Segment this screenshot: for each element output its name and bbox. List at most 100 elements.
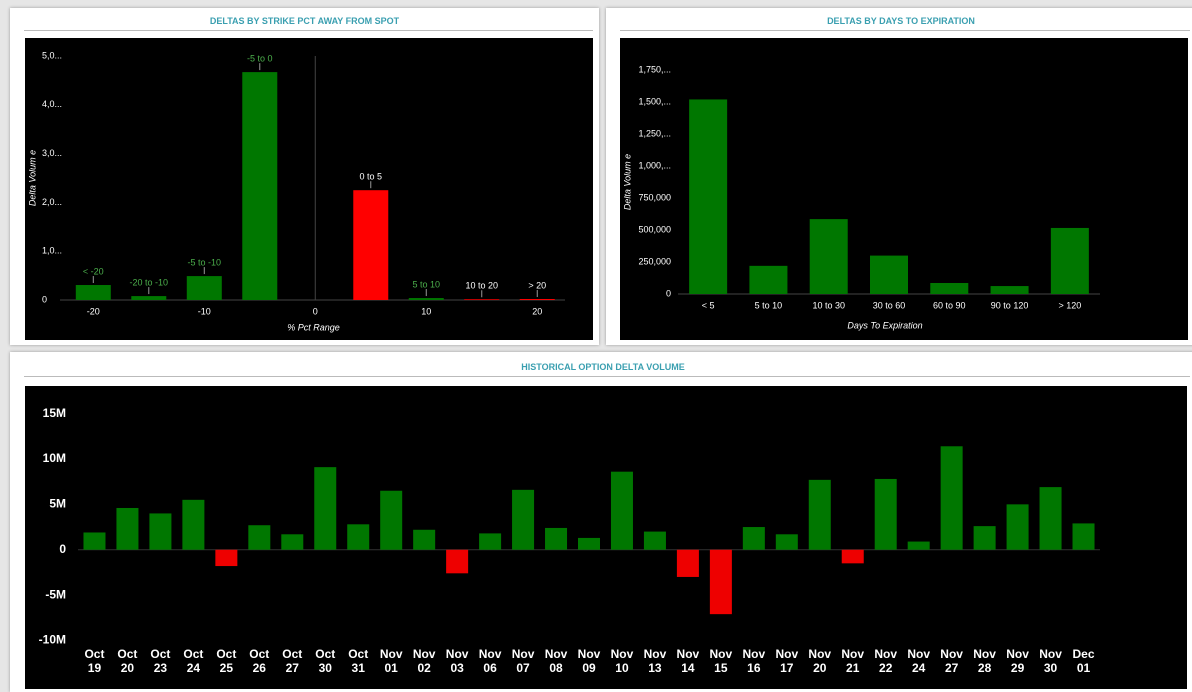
x-tick-label: Nov 20 bbox=[808, 647, 832, 675]
bar bbox=[907, 541, 930, 550]
bar bbox=[545, 527, 568, 550]
y-tick-label: 1,0... bbox=[42, 246, 62, 256]
x-tick-label: 30 to 60 bbox=[873, 300, 906, 310]
bar bbox=[676, 549, 699, 577]
bar bbox=[512, 489, 535, 550]
x-tick-label: Nov 29 bbox=[1006, 647, 1029, 675]
bar-label: -5 to -10 bbox=[188, 257, 222, 267]
bar bbox=[464, 299, 500, 300]
y-tick-label: 5,0... bbox=[42, 50, 62, 60]
rule bbox=[24, 30, 593, 31]
y-tick-label: 0 bbox=[59, 542, 66, 556]
bar bbox=[131, 296, 167, 300]
bar bbox=[610, 471, 633, 550]
bar bbox=[353, 190, 389, 300]
x-tick-label: Nov 17 bbox=[775, 647, 799, 675]
x-tick-label: Nov 16 bbox=[742, 647, 766, 675]
bar bbox=[314, 467, 337, 550]
x-tick-label: 90 to 120 bbox=[991, 300, 1029, 310]
bar bbox=[808, 479, 831, 550]
y-axis-title: Delta Volum e bbox=[27, 150, 37, 206]
bar bbox=[186, 276, 222, 300]
x-tick-label: 10 bbox=[421, 306, 431, 316]
bar bbox=[809, 219, 848, 294]
x-tick-label: Oct 24 bbox=[183, 647, 204, 675]
x-axis-title: Days To Expiration bbox=[847, 320, 922, 330]
y-tick-label: 2,0... bbox=[42, 197, 62, 207]
y-tick-label: 750,000 bbox=[638, 192, 671, 202]
x-tick-label: Nov 10 bbox=[610, 647, 634, 675]
x-tick-label: Nov 02 bbox=[412, 647, 436, 675]
y-tick-label: 1,500,... bbox=[638, 96, 671, 106]
bar bbox=[940, 446, 963, 550]
bar bbox=[1072, 523, 1095, 550]
bar-label: 5 to 10 bbox=[412, 279, 440, 289]
y-tick-label: 4,0... bbox=[42, 99, 62, 109]
x-tick-label: Nov 27 bbox=[940, 647, 963, 675]
bar bbox=[380, 490, 403, 550]
x-tick-label: Oct 31 bbox=[348, 647, 369, 675]
y-tick-label: -10M bbox=[39, 633, 66, 647]
bar bbox=[775, 534, 798, 550]
bar bbox=[749, 265, 788, 294]
y-tick-label: 1,250,... bbox=[638, 128, 671, 138]
bar bbox=[990, 286, 1029, 294]
bar bbox=[149, 513, 172, 550]
x-tick-label: Nov 13 bbox=[643, 647, 667, 675]
x-tick-label: Nov 03 bbox=[445, 647, 469, 675]
x-tick-label: 10 to 30 bbox=[812, 300, 845, 310]
bar bbox=[347, 524, 370, 550]
x-tick-label: 20 bbox=[532, 306, 542, 316]
x-tick-label: Nov 28 bbox=[973, 647, 996, 675]
y-tick-label: 1,750,... bbox=[638, 64, 671, 74]
bar-label: > 20 bbox=[528, 280, 546, 290]
x-tick-label: Nov 08 bbox=[544, 647, 568, 675]
y-tick-label: 500,000 bbox=[638, 224, 671, 234]
bar bbox=[578, 537, 600, 550]
y-tick-label: 1,000,... bbox=[638, 160, 671, 170]
bar bbox=[874, 478, 897, 550]
bar-label: -20 to -10 bbox=[130, 277, 169, 287]
x-tick-label: Nov 01 bbox=[379, 647, 403, 675]
bar bbox=[446, 549, 469, 574]
bar bbox=[242, 72, 278, 300]
x-tick-label: Oct 26 bbox=[249, 647, 270, 675]
x-tick-label: Oct 23 bbox=[150, 647, 171, 675]
panel-title: DELTAS BY STRIKE PCT AWAY FROM SPOT bbox=[209, 16, 400, 26]
x-tick-label: Nov 22 bbox=[874, 647, 898, 675]
x-tick-label: 5 to 10 bbox=[755, 300, 783, 310]
bar bbox=[1039, 487, 1062, 550]
bar bbox=[248, 525, 271, 550]
x-tick-label: Oct 20 bbox=[117, 647, 138, 675]
x-tick-label: -10 bbox=[198, 306, 211, 316]
y-tick-label: 0 bbox=[666, 288, 671, 298]
bar bbox=[709, 549, 732, 615]
bar bbox=[75, 285, 111, 300]
x-tick-label: Nov 21 bbox=[841, 647, 865, 675]
y-axis-title: Delta Volum e bbox=[622, 154, 632, 210]
x-axis-title: % Pct Range bbox=[287, 322, 340, 332]
bar bbox=[689, 99, 728, 294]
bar bbox=[215, 549, 238, 567]
x-tick-label: Nov 14 bbox=[676, 647, 700, 675]
y-tick-label: 0 bbox=[42, 294, 47, 304]
bar bbox=[116, 507, 139, 550]
bar bbox=[1050, 227, 1089, 294]
plot-bg bbox=[25, 38, 593, 340]
panel-title: HISTORICAL OPTION DELTA VOLUME bbox=[521, 362, 685, 372]
rule bbox=[24, 376, 1190, 377]
y-tick-label: -5M bbox=[45, 587, 66, 601]
x-tick-label: Nov 09 bbox=[577, 647, 601, 675]
bar bbox=[182, 499, 205, 550]
x-tick-label: Oct 27 bbox=[282, 647, 303, 675]
bar bbox=[1006, 504, 1029, 550]
y-tick-label: 250,000 bbox=[638, 256, 671, 266]
bar bbox=[519, 299, 555, 300]
bar bbox=[479, 533, 502, 550]
bar bbox=[413, 529, 436, 550]
x-tick-label: > 120 bbox=[1058, 300, 1081, 310]
x-tick-label: Dec 01 bbox=[1072, 647, 1095, 675]
y-tick-label: 3,0... bbox=[42, 148, 62, 158]
x-tick-label: Nov 15 bbox=[709, 647, 733, 675]
